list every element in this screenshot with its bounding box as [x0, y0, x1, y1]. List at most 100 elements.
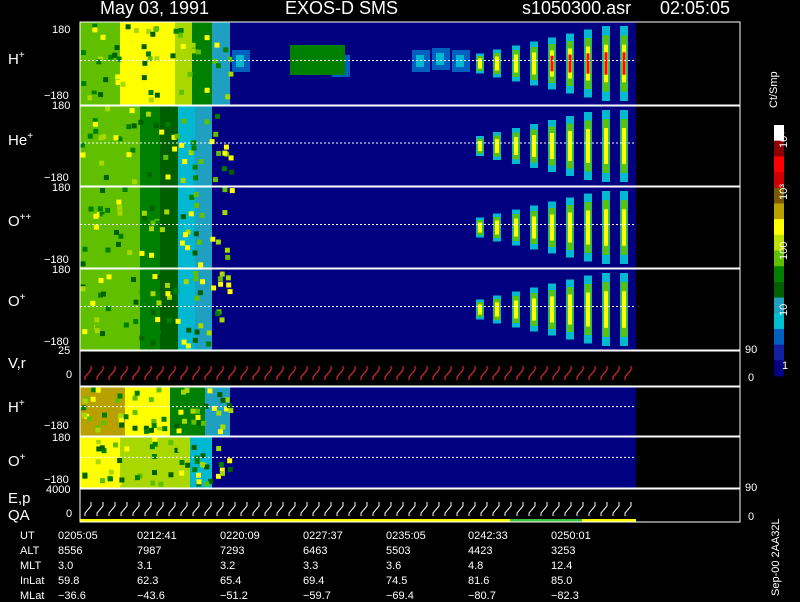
panel-ep-bg-black: [80, 489, 636, 522]
panel-h-plus-2-speckle: [91, 387, 97, 393]
panel-h-plus-speckle: [192, 71, 198, 77]
panel-o-plus-speckle: [198, 323, 204, 329]
ephem-value: 3.2: [220, 560, 236, 572]
panel-o-plus-speckle: [219, 271, 225, 277]
panel-h-plus-2-speckle: [211, 405, 217, 411]
ephem-value: 59.8: [58, 575, 80, 587]
panel-o-plus-speckle: [152, 274, 158, 280]
ephem-value: 7987: [137, 545, 162, 557]
panel-o-plus-speckle: [185, 343, 191, 349]
panel-o-plusplus-speckle: [229, 188, 235, 194]
panel-he-plus-speckle: [222, 150, 228, 156]
panel-h-plus-band: [175, 22, 192, 105]
panel-h-plus-2-speckle: [195, 414, 201, 420]
panel-h-plus-speckle: [190, 42, 196, 48]
panel-o-plus-pulse: [604, 291, 608, 328]
panel-he-plus-speckle: [114, 161, 120, 167]
panel-he-plus-speckle: [149, 117, 155, 123]
panel-he-plus-speckle: [105, 106, 111, 112]
panel-h-plus-2-speckle: [119, 422, 125, 428]
panel-h-plus-2-speckle: [151, 418, 157, 424]
panel-o-plus-speckle: [194, 329, 200, 335]
panel-o-plus-speckle: [219, 317, 225, 323]
panel-o-plusplus-band: [195, 187, 212, 268]
panel-he-plus-speckle: [98, 135, 104, 141]
panel-o-plusplus-speckle: [122, 187, 128, 193]
panel-o-plusplus-speckle: [193, 192, 199, 198]
panel-o-plus-speckle: [106, 274, 112, 280]
panel-h-plus-2-speckle: [220, 397, 226, 403]
panel-label-h-plus-2: H+: [8, 398, 25, 416]
panel-he-plus-speckle: [216, 150, 222, 156]
panel-h-plus-speckle: [177, 32, 183, 38]
panel-he-plus-speckle: [193, 175, 199, 181]
ephem-value: 81.6: [468, 575, 490, 587]
panel-o-plusplus-speckle: [222, 210, 228, 216]
colorbar-segment: [774, 360, 784, 377]
panel-o-plusplus-speckle: [185, 229, 191, 235]
ephem-value: 4.8: [468, 560, 484, 572]
panel-o-plus-2-speckle: [227, 466, 233, 472]
panel-h-plus-2-speckle: [100, 420, 106, 426]
panel-o-plus-speckle: [199, 279, 205, 285]
panel-h-plus-2-speckle: [217, 429, 223, 435]
panel-o-plus-2-speckle: [194, 458, 200, 464]
ephem-value: 12.4: [551, 560, 573, 572]
panel-o-plusplus-pulse: [568, 212, 572, 243]
panel-o-plusplus-speckle: [114, 209, 120, 215]
panel-o-plus-speckle: [227, 289, 233, 295]
panel-h-plus-speckle: [91, 94, 97, 100]
panel-o-plus-2-speckle: [108, 451, 114, 457]
panel-o-plusplus-speckle: [97, 206, 103, 212]
panel-h-plus-speckle: [212, 58, 218, 64]
panel-h-plus-2-speckle: [224, 397, 230, 403]
panel-o-plus-speckle: [150, 309, 156, 315]
panel-o-plusplus-speckle: [197, 239, 203, 245]
colorbar-tick-100: 100: [778, 241, 790, 260]
panel-o-plus-2-speckle: [219, 467, 225, 473]
panel-h-plus-speckle: [98, 56, 104, 62]
panel-h-plus-speckle: [178, 27, 184, 33]
panel-h-plus-speckle: [228, 71, 234, 77]
panel-o-plus-2-speckle: [174, 447, 180, 453]
panel-h-plus-2-speckle: [195, 420, 201, 426]
panel-h-plus-speckle: [148, 90, 154, 96]
panel-o-plus-2-speckle: [168, 472, 174, 478]
panel-o-plus-speckle: [80, 286, 86, 292]
panel-o-plusplus-pulse: [586, 210, 590, 245]
panel-he-plus-speckle: [132, 179, 138, 185]
panel-h-plus-speckle: [215, 63, 221, 69]
panel-h-plus-2-speckle: [174, 423, 180, 429]
panel-o-plusplus-speckle: [118, 233, 124, 239]
panel-h-plus-speckle: [108, 54, 114, 60]
panel-h-plus-speckle: [195, 49, 201, 55]
panel-he-plus-speckle: [103, 175, 109, 181]
panel-o-plus-pulse: [514, 300, 518, 319]
panel-h-plus-2-speckle: [156, 387, 162, 393]
panel-he-plus-speckle: [223, 144, 229, 150]
panel-h-plus-2-speckle: [228, 408, 234, 414]
panel-h-plus-2-speckle: [153, 399, 159, 405]
panel-h-plus-speckle: [141, 44, 147, 50]
panel-o-plusplus-speckle: [82, 246, 88, 252]
ytick-ep-max: 4000: [46, 484, 71, 496]
panel-o-plus-pulse: [478, 304, 482, 315]
panel-o-plus-speckle: [94, 328, 100, 334]
panel-o-plus-pulse: [495, 302, 499, 317]
panel-o-plus-speckle: [133, 319, 139, 325]
panel-o-plus-speckle: [183, 279, 189, 285]
panel-h-plus-pulse: [586, 53, 590, 74]
colorbar-segment: [774, 328, 784, 346]
ytick-he-min: −180: [44, 172, 69, 184]
panel-h-plus-2-speckle: [82, 398, 88, 404]
panel-h-plus-speckle: [164, 60, 170, 66]
panel-h-plus-frame: [79, 21, 741, 106]
panel-he-plus-frame: [79, 105, 741, 187]
panel-he-plus-band: [178, 106, 195, 186]
panel-h-plus-2-speckle: [134, 390, 140, 396]
ephem-value: 6463: [303, 545, 328, 557]
panel-o-plus-2-speckle: [137, 473, 143, 479]
panel-o-plusplus-speckle: [149, 206, 155, 212]
panel-he-plus-speckle: [153, 123, 159, 129]
panel-h-plus-speckle: [190, 48, 196, 54]
